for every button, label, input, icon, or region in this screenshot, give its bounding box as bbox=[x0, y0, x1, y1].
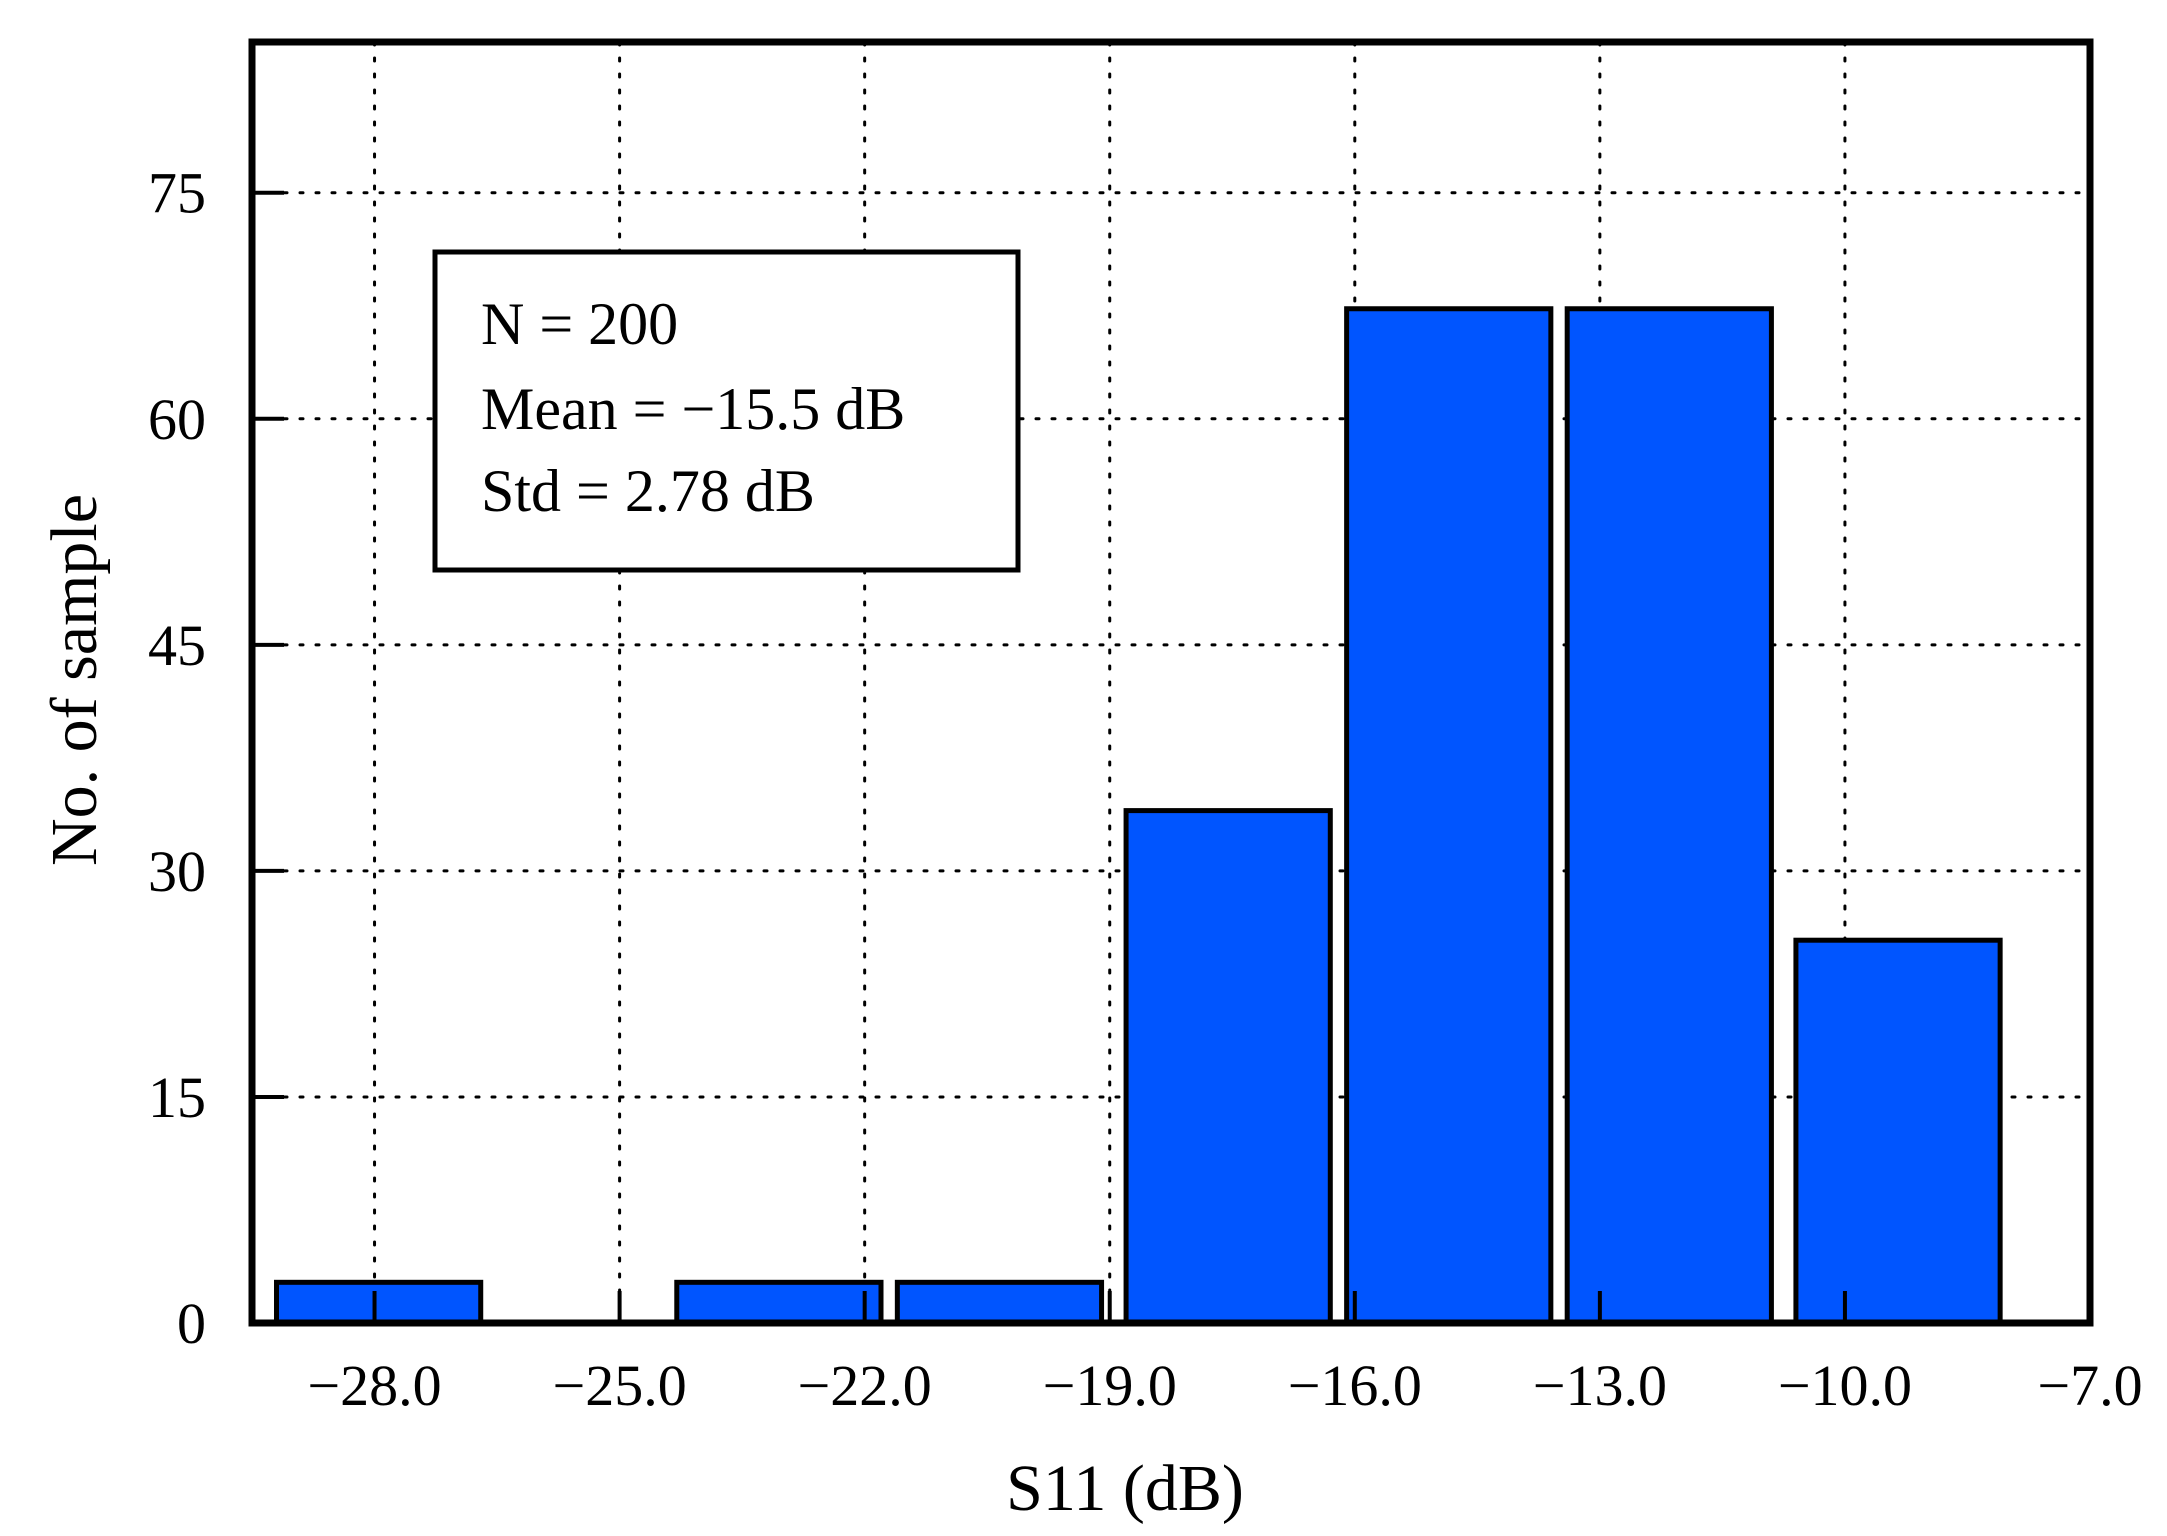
histogram-bar-4 bbox=[1123, 808, 1333, 1326]
histogram-bar-5 bbox=[1344, 306, 1554, 1326]
y-tick-label: 75 bbox=[148, 161, 206, 226]
y-tick-label: 45 bbox=[148, 613, 206, 678]
x-tick-label: −13.0 bbox=[1533, 1353, 1667, 1418]
stat-mean: Mean = −15.5 dB bbox=[481, 376, 905, 442]
x-tick-labels: −28.0 −25.0 −22.0 −19.0 −16.0 −13.0 −10.0 −7.0 bbox=[307, 1353, 2142, 1418]
y-tick-labels: 0 15 30 45 60 75 bbox=[148, 161, 206, 1356]
y-tick-label: 60 bbox=[148, 387, 206, 452]
y-tick-label: 0 bbox=[177, 1291, 206, 1356]
x-tick-label: −7.0 bbox=[2037, 1353, 2142, 1418]
x-tick-label: −28.0 bbox=[307, 1353, 441, 1418]
plot-area-frame bbox=[248, 38, 2094, 1327]
x-tick-label: −25.0 bbox=[552, 1353, 686, 1418]
stats-box: N = 200 Mean = −15.5 dB Std = 2.78 dB bbox=[432, 249, 1021, 573]
x-tick-label: −10.0 bbox=[1778, 1353, 1912, 1418]
stat-n: N = 200 bbox=[481, 291, 678, 357]
histogram-bar-2 bbox=[674, 1279, 884, 1326]
histogram-bar-1 bbox=[274, 1279, 484, 1326]
stat-std: Std = 2.78 dB bbox=[481, 458, 815, 524]
y-axis-label: No. of sample bbox=[38, 494, 111, 866]
y-tick-label: 15 bbox=[148, 1065, 206, 1130]
axis-ticks bbox=[252, 190, 1847, 1323]
x-tick-label: −19.0 bbox=[1043, 1353, 1177, 1418]
x-tick-label: −22.0 bbox=[798, 1353, 932, 1418]
histogram-bar-6 bbox=[1564, 306, 1774, 1326]
x-tick-label: −16.0 bbox=[1288, 1353, 1422, 1418]
stats-box-frame bbox=[432, 249, 1021, 573]
histogram-bar-3 bbox=[894, 1279, 1105, 1326]
bars bbox=[274, 306, 2003, 1326]
x-axis-label: S11 (dB) bbox=[1006, 1452, 1244, 1525]
y-tick-label: 30 bbox=[148, 839, 206, 904]
histogram-bar-7 bbox=[1793, 937, 2003, 1326]
